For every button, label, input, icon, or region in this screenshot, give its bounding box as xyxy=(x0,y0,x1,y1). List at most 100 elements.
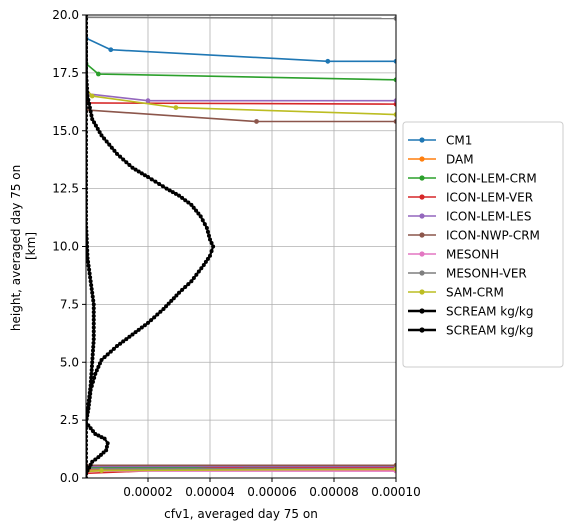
series-point xyxy=(124,337,129,342)
y-tick-label: 7.5 xyxy=(60,297,79,311)
series-point xyxy=(177,290,181,295)
series-point xyxy=(118,154,123,159)
series-point xyxy=(393,119,396,124)
series-point xyxy=(97,361,102,366)
y-tick-label: 2.5 xyxy=(60,413,79,427)
legend-label: CM1 xyxy=(446,134,472,148)
series-point xyxy=(169,298,174,303)
legend-item-cm1: CM1 xyxy=(408,134,472,148)
series-point xyxy=(145,98,151,104)
legend-swatch-marker xyxy=(419,156,425,162)
series-line-icon-nwp-crm xyxy=(86,109,396,123)
series-point xyxy=(99,468,104,473)
legend-swatch-marker xyxy=(419,213,425,219)
series-point xyxy=(105,352,110,357)
series-point xyxy=(118,341,123,346)
series-point xyxy=(91,321,96,326)
series-point xyxy=(86,248,90,253)
series-point xyxy=(146,320,150,325)
series-point xyxy=(205,256,210,261)
series-point xyxy=(96,71,101,77)
y-tick-label: 5.0 xyxy=(60,355,79,369)
series-layer xyxy=(86,15,396,478)
y-tick-label: 20.0 xyxy=(52,8,79,22)
grid-lines xyxy=(86,14,397,479)
series-point xyxy=(86,225,89,230)
series-icon-lem-ver xyxy=(86,100,396,476)
series-point xyxy=(183,285,188,290)
series-point xyxy=(202,222,207,227)
series-point xyxy=(127,334,132,339)
series-point xyxy=(186,200,191,205)
series-point xyxy=(149,318,154,323)
x-tick-label: 0.00006 xyxy=(247,485,297,499)
series-point xyxy=(86,240,89,245)
legend-item-icon-nwp-crm: ICON-NWP-CRM xyxy=(408,229,540,243)
series-point xyxy=(99,133,104,138)
y-tick-label: 17.5 xyxy=(52,66,79,80)
series-point xyxy=(191,205,196,210)
series-point xyxy=(101,450,106,455)
series-point xyxy=(124,160,129,165)
series-point xyxy=(87,267,92,272)
series-point xyxy=(87,105,92,110)
series-point xyxy=(86,401,91,406)
series-point xyxy=(93,123,98,128)
series-point xyxy=(170,190,175,195)
series-point xyxy=(89,286,94,291)
series-point xyxy=(98,452,103,457)
series-point xyxy=(152,315,157,320)
series-point xyxy=(104,139,109,144)
legend-swatch-marker xyxy=(419,270,425,276)
series-point xyxy=(91,306,96,311)
y-tick-label: 10.0 xyxy=(52,240,79,254)
series-point xyxy=(91,310,96,315)
series-point xyxy=(196,211,201,216)
y-tick-label: 12.5 xyxy=(52,182,79,196)
series-point xyxy=(86,252,90,257)
series-point xyxy=(89,371,94,376)
series-point xyxy=(393,58,396,64)
series-point xyxy=(112,148,117,153)
series-point xyxy=(136,327,141,332)
series-point xyxy=(158,309,163,314)
series-point xyxy=(96,364,101,369)
series-point xyxy=(91,333,96,338)
series-point xyxy=(155,312,160,317)
legend-swatch-marker xyxy=(419,137,425,143)
series-point xyxy=(107,142,112,147)
series-point xyxy=(94,368,99,373)
legend-swatch-marker xyxy=(419,175,425,181)
series-point xyxy=(157,182,162,186)
series-point xyxy=(88,279,93,284)
series-point xyxy=(211,244,216,249)
series-line-icon-lem-crm xyxy=(86,63,396,81)
series-point xyxy=(194,272,199,277)
legend-label: SCREAM kg/kg xyxy=(446,324,533,338)
legend-label: ICON-NWP-CRM xyxy=(446,229,540,243)
series-point xyxy=(88,275,93,280)
series-point xyxy=(87,101,92,106)
series-point xyxy=(146,175,150,180)
series-point xyxy=(201,263,206,268)
series-point xyxy=(90,356,95,361)
series-point xyxy=(153,179,158,184)
series-point xyxy=(89,364,94,369)
x-tick-label: 0.00004 xyxy=(185,485,235,499)
series-point xyxy=(86,410,90,415)
series-point xyxy=(88,387,93,392)
legend-label: SAM-CRM xyxy=(446,286,504,300)
series-line-sam-crm xyxy=(86,88,396,116)
series-point xyxy=(86,256,90,261)
series-point xyxy=(91,313,96,318)
series-point xyxy=(189,202,194,207)
x-axis: 0.00002 0.00004 0.00006 0.00008 0.00010 xyxy=(123,478,421,499)
series-point xyxy=(86,263,91,268)
legend-label: ICON-LEM-CRM xyxy=(446,172,537,186)
series-point xyxy=(142,173,147,178)
series-point xyxy=(91,344,96,349)
series-point xyxy=(90,290,95,295)
series-point xyxy=(139,325,144,330)
series-point xyxy=(173,191,178,196)
series-point xyxy=(91,340,96,345)
